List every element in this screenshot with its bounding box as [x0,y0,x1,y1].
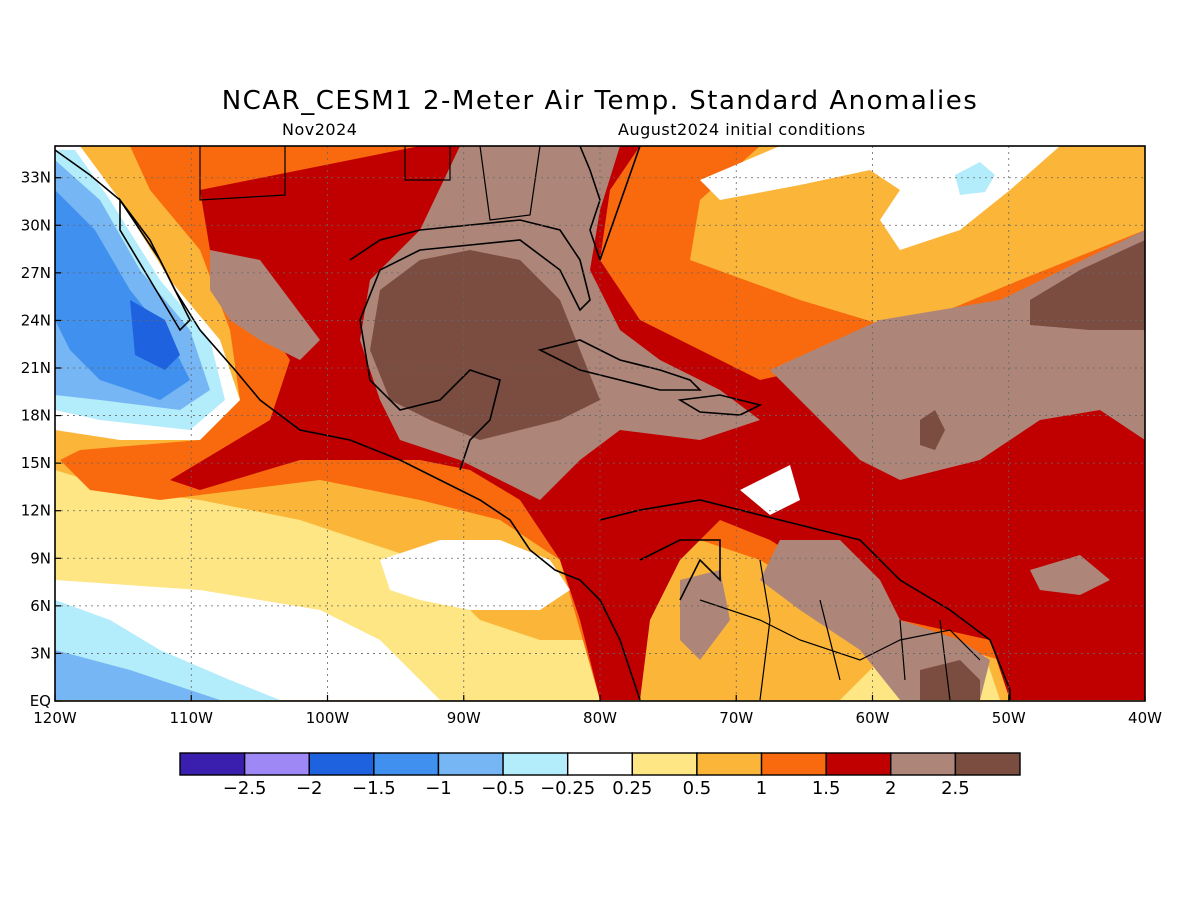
x-tick-label: 80W [583,709,617,727]
colorbar-swatch [696,752,763,776]
initial-conditions: August2024 initial conditions [618,120,866,139]
x-tick-label: 50W [992,709,1026,727]
anomaly-band-above-2.5-mexico [210,250,320,360]
anomaly-band-cold-core [130,300,180,370]
x-tick-label: 40W [1128,709,1162,727]
colorbar-swatch [825,752,892,776]
y-tick-label: 15N [21,454,51,472]
anomaly-band-top-small [920,410,945,450]
y-tick-label: EQ [30,692,51,710]
colorbar-label: 2 [885,778,896,799]
anomaly-band-top-gulf [370,250,600,440]
colorbar-swatch [502,752,569,776]
x-tick-label: 90W [447,709,481,727]
anomaly-band-top-atlantic [1030,240,1145,330]
x-tick-label: 120W [33,709,77,727]
forecast-month: Nov2024 [282,120,358,139]
colorbar-label: −2 [296,778,323,799]
y-tick-label: 21N [21,359,51,377]
y-tick-label: 30N [21,216,51,234]
anomaly-band-neutral-central [380,540,570,610]
colorbar: −2.5 −2 −1.5 −1 −0.5 −0.25 0.25 0.5 1 1.5 2 2.5 [179,752,1021,799]
y-tick-label: 9N [30,549,51,567]
political-borders [199,145,981,701]
colorbar-label: 0.5 [683,778,712,799]
colorbar-swatch [179,752,246,776]
colorbar-label: −0.25 [540,778,595,799]
anomaly-band-above-2.5-south-america [760,540,990,700]
y-tick-label: 18N [21,407,51,425]
anomaly-band-cool-pacific-se [55,650,220,700]
colorbar-swatch [437,752,504,776]
anomaly-band-cool-atlantic [955,162,995,195]
y-tick-label: 3N [30,644,51,662]
colorbar-label: −2.5 [223,778,267,799]
y-tick-label: 6N [30,597,51,615]
colorbar-label: 2.5 [941,778,970,799]
colorbar-swatch [890,752,957,776]
colorbar-swatch [243,752,310,776]
y-tick-label: 24N [21,311,51,329]
x-tick-label: 70W [719,709,753,727]
y-tick-label: 27N [21,264,51,282]
colorbar-swatch [566,752,634,776]
y-tick-label: 12N [21,502,51,520]
anomaly-band-above-2.5-east [1030,555,1110,595]
x-tick-label: 110W [170,709,214,727]
colorbar-swatch [954,752,1021,776]
y-tick-label: 33N [21,169,51,187]
x-tick-label: 60W [856,709,890,727]
colorbar-swatch [308,752,375,776]
map-title: NCAR_CESM1 2-Meter Air Temp. Standard An… [221,86,979,116]
colorbar-label: −0.5 [481,778,525,799]
longitude-axis: 120W 110W 100W 90W 80W 70W 60W 50W 40W [33,695,1162,727]
x-tick-label: 100W [306,709,350,727]
colorbar-label: 0.25 [612,778,652,799]
anomaly-band-top-guiana [920,660,980,700]
colorbar-label: −1.5 [352,778,396,799]
lat-lon-grid [55,146,1145,701]
colorbar-label: 1 [756,778,767,799]
anomaly-band-above-2.5-amazon [680,570,730,660]
colorbar-swatch [631,752,698,776]
colorbar-label: 1.5 [812,778,841,799]
anomaly-band-neutral-caribbean [740,465,800,515]
latitude-axis: EQ 3N 6N 9N 12N 15N 18N 21N 24N 27N 30N 33N [21,169,61,710]
colorbar-swatch [373,752,440,776]
colorbar-label: −1 [425,778,452,799]
colorbar-swatch [760,752,827,776]
